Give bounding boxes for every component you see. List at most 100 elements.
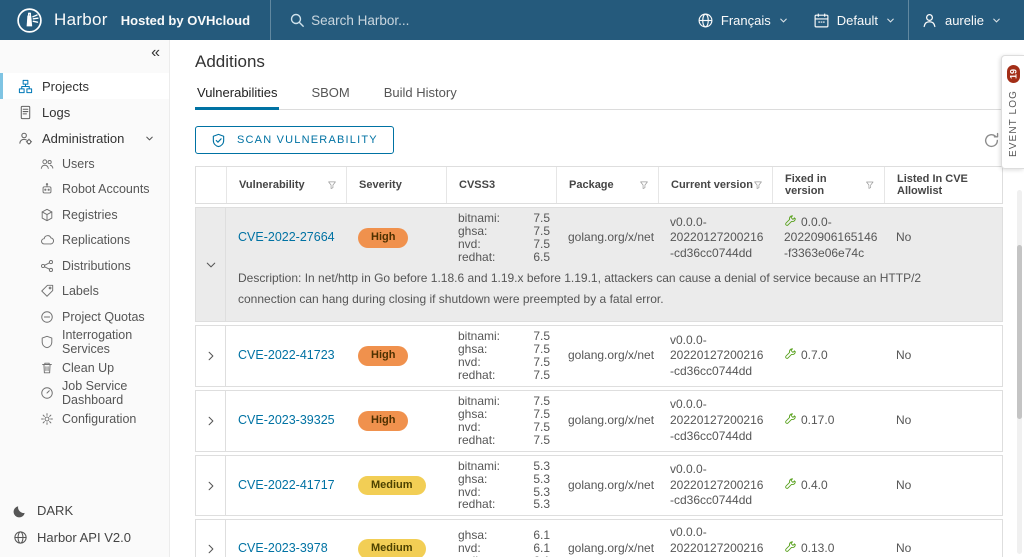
expand-row-button[interactable]: [196, 390, 226, 451]
sidebar-item-users[interactable]: Users: [0, 151, 169, 177]
cve-link[interactable]: CVE-2022-27664: [238, 230, 335, 245]
package-cell: golang.org/x/net: [568, 230, 655, 245]
fixed-version-cell: 0.0.0-20220906165146-f3363e06e74c: [784, 214, 878, 260]
search-input[interactable]: [311, 12, 572, 28]
chevron-down-icon: [991, 15, 1002, 26]
caret-icon: [144, 133, 155, 144]
harbor-logo-icon[interactable]: [16, 7, 43, 34]
wrench-icon: [784, 478, 797, 491]
column-header-severity: Severity: [346, 167, 446, 203]
administration-icon: [18, 131, 33, 146]
funnel-icon[interactable]: [327, 180, 337, 190]
api-icon: [13, 530, 28, 545]
wrench-icon: [784, 541, 797, 554]
sidebar-item-clean-up[interactable]: Clean Up: [0, 355, 169, 381]
sidebar-item-administration[interactable]: Administration: [0, 125, 169, 151]
projects-icon: [18, 79, 33, 94]
brand-title[interactable]: Harbor: [54, 10, 108, 29]
current-version-cell: v0.0.0-20220127200216-cd36cc0744dd: [670, 525, 764, 557]
wrench-icon: [784, 214, 797, 228]
event-log-label: EVENT LOG: [1007, 90, 1019, 157]
tab-sbom[interactable]: SBOM: [311, 85, 350, 100]
registries-icon: [40, 208, 54, 222]
cvss3-scores: bitnami: 7.5 ghsa: 7.5 nvd: 7.5 redhat: 7.5: [458, 329, 550, 382]
fixed-version-cell: 0.4.0: [772, 473, 884, 499]
funnel-icon[interactable]: [639, 180, 649, 190]
sidebar-item-registries[interactable]: Registries: [0, 202, 169, 228]
sidebar-item-replications[interactable]: Replications: [0, 228, 169, 254]
column-header-expand: [196, 167, 226, 203]
current-version-cell: v0.0.0-20220127200216-cd36cc0744dd: [670, 332, 764, 378]
package-cell: golang.org/x/net: [568, 413, 655, 428]
sidebar-item-job-service-dashboard[interactable]: Job Service Dashboard: [0, 379, 169, 407]
robot-icon: [40, 182, 54, 196]
sidebar-item-distributions[interactable]: Distributions: [0, 253, 169, 279]
scrollbar-thumb[interactable]: [1017, 244, 1022, 420]
funnel-icon[interactable]: [753, 180, 763, 190]
chevron-right-icon: [205, 350, 217, 362]
sidebar-footer-harbor-api-v2-0[interactable]: Harbor API V2.0: [0, 524, 169, 551]
package-cell: golang.org/x/net: [568, 348, 655, 363]
cve-link[interactable]: CVE-2022-41723: [238, 348, 335, 363]
global-search: [289, 12, 685, 28]
table-body: CVE-2022-27664 High bitnami: 7.5 ghsa: 7.5 nvd…: [195, 207, 1003, 557]
sidebar: « Projects Logs Administration Users Robot A…: [0, 40, 170, 557]
username-label: aurelie: [944, 12, 984, 28]
current-version-cell: v0.0.0-20220127200216-cd36cc0744dd: [670, 462, 764, 508]
cve-link[interactable]: CVE-2023-39325: [238, 412, 335, 427]
user-menu[interactable]: aurelie: [909, 0, 1014, 40]
scan-vulnerability-button[interactable]: SCAN VULNERABILITY: [195, 126, 394, 154]
replications-icon: [40, 233, 54, 247]
table-row: CVE-2023-3978 Medium ghsa:6.1nvd:6.1redhat…: [195, 519, 1003, 557]
expand-row-button[interactable]: [196, 326, 226, 386]
theme-label: Default: [836, 12, 878, 28]
cve-link[interactable]: CVE-2022-41717: [238, 477, 335, 492]
cve-link[interactable]: CVE-2023-3978: [238, 541, 328, 556]
fixed-version-cell: 0.13.0: [772, 536, 884, 557]
allowlist-cell: No: [896, 413, 912, 428]
scan-button-label: SCAN VULNERABILITY: [237, 134, 378, 146]
shield-check-icon: [211, 133, 226, 148]
column-header-package: Package: [556, 167, 658, 203]
refresh-icon[interactable]: [983, 132, 1000, 149]
chevron-right-icon: [205, 543, 217, 555]
allowlist-cell: No: [896, 478, 912, 493]
navbar-divider: [907, 0, 909, 40]
trash-icon: [40, 361, 54, 375]
tab-vulnerabilities[interactable]: Vulnerabilities: [195, 80, 280, 110]
severity-badge: Medium: [358, 538, 426, 557]
expand-row-button[interactable]: [196, 520, 226, 557]
sidebar-footer-dark[interactable]: DARK: [0, 497, 169, 524]
sidebar-item-projects[interactable]: Projects: [0, 73, 169, 99]
expand-row-button[interactable]: [196, 455, 226, 516]
vertical-scrollbar[interactable]: [1017, 190, 1022, 554]
column-header-listed-in-cve-allowlist: Listed In CVE Allowlist: [884, 167, 1002, 203]
top-navbar: Harbor Hosted by OVHcloud Français: [0, 0, 1024, 40]
tab-build-history[interactable]: Build History: [383, 85, 457, 100]
sidebar-item-project-quotas[interactable]: Project Quotas: [0, 304, 169, 330]
sidebar-item-robot-accounts[interactable]: Robot Accounts: [0, 177, 169, 203]
vulnerability-table: Vulnerability Severity CVSS3 Package Current…: [195, 166, 1003, 557]
funnel-icon[interactable]: [865, 180, 875, 190]
collapse-row-button[interactable]: [196, 208, 226, 321]
language-menu[interactable]: Français: [685, 0, 801, 40]
event-log-tab[interactable]: EVENT LOG 19: [1001, 55, 1024, 169]
current-version-cell: v0.0.0-20220127200216-cd36cc0744dd: [670, 214, 764, 260]
package-cell: golang.org/x/net: [568, 541, 655, 556]
search-icon: [289, 12, 305, 28]
sidebar-item-configuration[interactable]: Configuration: [0, 406, 169, 432]
allowlist-cell: No: [896, 348, 912, 363]
calendar-icon: [813, 12, 830, 29]
severity-badge: High: [358, 410, 409, 431]
sidebar-footer: DARK Harbor API V2.0: [0, 497, 169, 551]
sidebar-collapse-button[interactable]: «: [151, 44, 160, 61]
theme-menu[interactable]: Default: [801, 0, 908, 40]
cvss3-scores: bitnami: 7.5 ghsa: 7.5 nvd: 7.5 redhat: 6.5: [458, 211, 550, 264]
main-content: Additions Vulnerabilities SBOM Build Histo…: [170, 40, 1024, 557]
table-row: CVE-2022-41717 Medium bitnami: 5.3 ghsa: 5.3 n…: [195, 454, 1003, 517]
tab-bar: Vulnerabilities SBOM Build History: [195, 80, 1024, 110]
sidebar-item-interrogation-services[interactable]: Interrogation Services: [0, 328, 169, 356]
sidebar-item-labels[interactable]: Labels: [0, 279, 169, 305]
shield-icon: [40, 335, 54, 349]
sidebar-item-logs[interactable]: Logs: [0, 99, 169, 125]
